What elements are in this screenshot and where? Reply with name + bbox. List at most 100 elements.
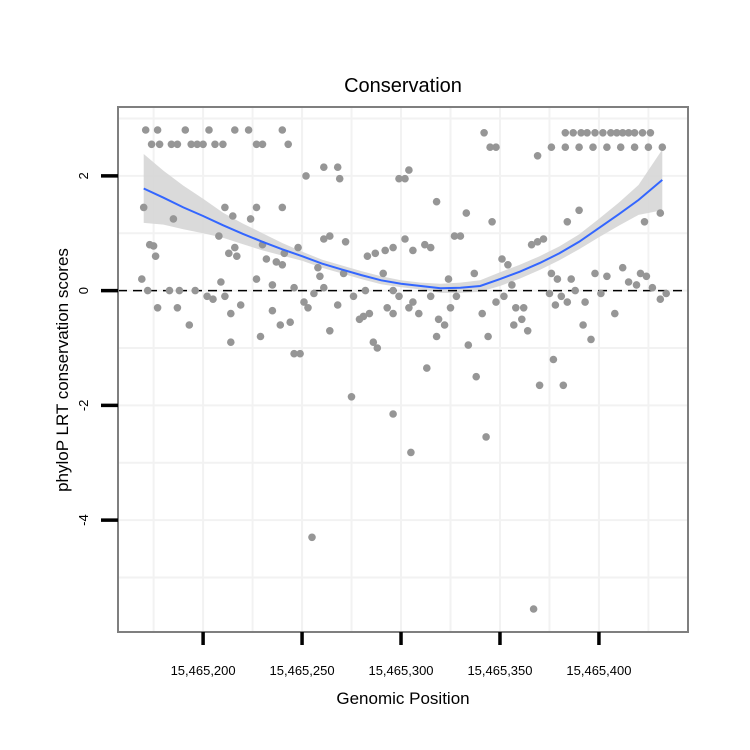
data-point: [409, 246, 417, 255]
confidence-band: [143, 149, 663, 293]
data-point: [492, 143, 500, 151]
y-tick-label: 0: [76, 287, 91, 294]
data-point: [618, 129, 627, 137]
data-point: [286, 318, 295, 327]
data-point: [613, 129, 621, 137]
data-point: [300, 298, 308, 306]
data-point: [559, 381, 568, 390]
data-point: [304, 304, 312, 312]
data-point: [320, 283, 328, 292]
data-point: [149, 242, 158, 250]
data-point: [308, 533, 316, 542]
data-point: [527, 240, 536, 249]
data-point: [155, 140, 164, 149]
data-point: [519, 304, 528, 312]
data-point: [363, 252, 372, 260]
data-point: [533, 152, 542, 160]
confidence-band-area: [143, 149, 663, 293]
data-point: [389, 410, 397, 418]
data-point: [563, 298, 572, 306]
data-point: [381, 246, 390, 255]
data-point: [333, 301, 342, 309]
data-point: [173, 140, 182, 149]
data-point: [221, 292, 229, 301]
data-point: [480, 129, 488, 137]
data-point: [523, 327, 532, 335]
data-point: [147, 140, 156, 149]
data-point: [191, 286, 199, 295]
data-point: [561, 129, 570, 137]
data-point: [434, 315, 443, 324]
data-point: [369, 338, 378, 347]
data-point: [233, 252, 241, 260]
data-point: [577, 129, 585, 137]
data-point: [535, 381, 544, 390]
data-point: [229, 212, 237, 220]
data-point: [278, 261, 287, 269]
data-point: [498, 255, 506, 263]
y-axis-label: phyloP LRT conservation scores: [53, 248, 72, 492]
smooth-trend-line: [143, 179, 663, 290]
data-point: [193, 140, 201, 149]
smooth-line-path: [143, 179, 663, 290]
data-point: [561, 143, 570, 151]
data-point: [624, 278, 633, 286]
data-point: [175, 286, 184, 295]
data-point: [644, 143, 653, 151]
data-point: [486, 143, 494, 151]
data-point: [320, 163, 328, 171]
data-point: [167, 140, 176, 149]
data-point: [432, 197, 441, 206]
data-point: [656, 295, 665, 304]
data-point: [492, 298, 500, 306]
data-point: [252, 140, 261, 149]
data-point: [217, 278, 225, 286]
data-point: [504, 261, 512, 269]
data-point: [444, 275, 453, 283]
data-point: [591, 269, 599, 278]
data-point: [278, 126, 287, 134]
data-point: [482, 433, 490, 441]
data-point: [169, 215, 178, 223]
data-point: [640, 218, 649, 226]
data-point: [567, 275, 575, 283]
data-point: [401, 235, 409, 243]
data-point: [379, 269, 388, 278]
data-point: [415, 309, 423, 318]
data-point: [656, 209, 665, 217]
data-point: [432, 332, 441, 341]
data-point: [547, 269, 556, 278]
data-point: [199, 140, 207, 149]
data-point: [215, 232, 223, 240]
data-point: [139, 203, 148, 212]
chart-title: Conservation: [344, 75, 462, 97]
data-point: [256, 332, 265, 341]
data-point: [518, 315, 526, 324]
data-point: [407, 448, 415, 457]
data-point: [143, 286, 152, 295]
data-point: [470, 269, 479, 278]
data-point: [187, 140, 195, 149]
data-point: [389, 243, 397, 252]
data-point: [426, 292, 435, 301]
data-point: [333, 163, 342, 171]
data-point: [638, 129, 647, 137]
x-tick-label: 15,465,300: [368, 663, 433, 678]
data-point: [440, 321, 449, 329]
y-tick-label: 2: [76, 172, 91, 179]
data-point: [409, 298, 417, 306]
data-points: [138, 126, 670, 613]
data-point: [646, 129, 655, 137]
data-point: [221, 203, 229, 212]
data-point: [141, 126, 150, 134]
data-point: [278, 203, 287, 212]
y-tick-label: -4: [76, 514, 91, 526]
data-point: [630, 129, 639, 137]
data-point: [624, 129, 633, 137]
data-point: [581, 298, 589, 306]
data-point: [557, 292, 566, 301]
data-point: [231, 243, 239, 252]
data-point: [603, 272, 611, 281]
data-point: [383, 304, 392, 312]
